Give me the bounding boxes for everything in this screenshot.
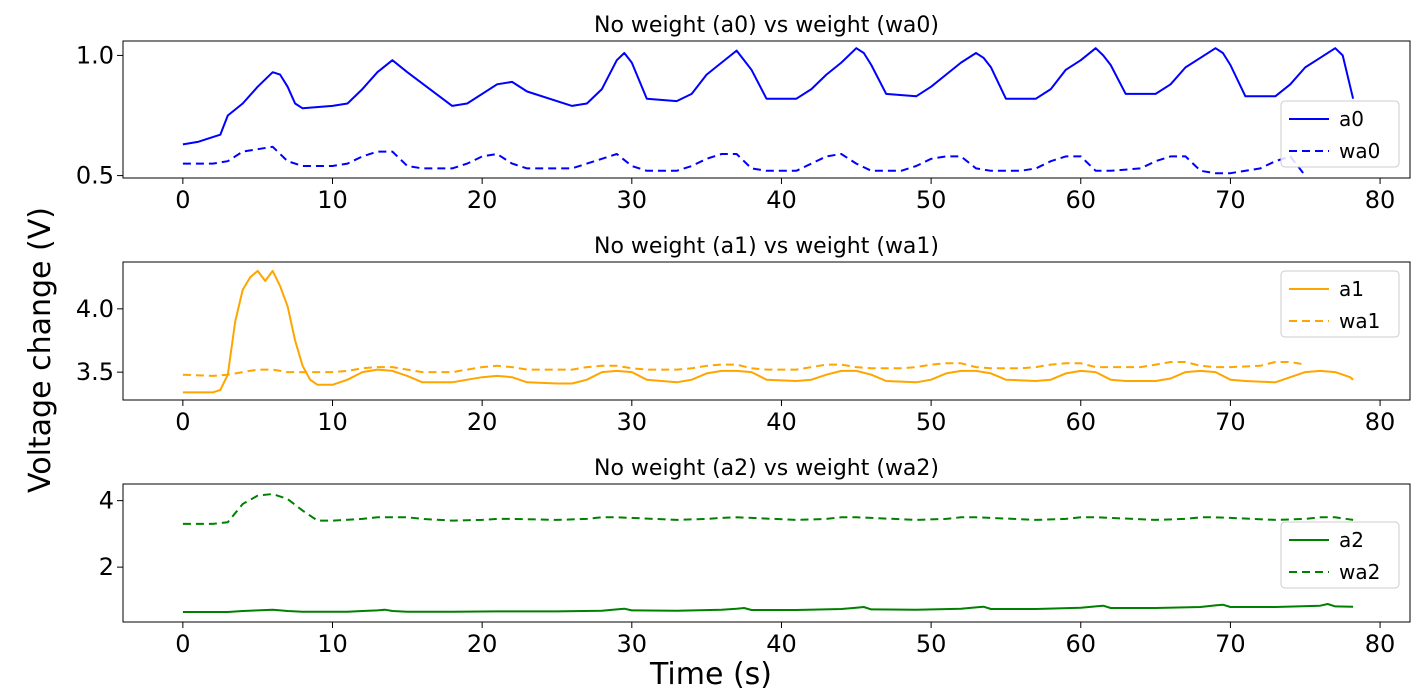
panel-title: No weight (a1) vs weight (wa1) <box>594 234 939 259</box>
x-tick-label: 30 <box>617 630 648 658</box>
panel-title: No weight (a2) vs weight (wa2) <box>594 456 939 481</box>
legend-box <box>1280 521 1400 589</box>
y-tick-label: 4.0 <box>76 295 114 323</box>
x-tick-label: 30 <box>617 186 648 214</box>
legend-label-a1: a1 <box>1339 277 1364 301</box>
axes-frame <box>122 261 1411 401</box>
x-tick-label: 60 <box>1065 186 1096 214</box>
y-tick-label: 2 <box>99 553 114 581</box>
panel-title: No weight (a0) vs weight (wa0) <box>594 13 939 38</box>
axes-frame <box>122 40 1411 179</box>
x-tick-label: 20 <box>467 630 498 658</box>
series-line-wa2 <box>182 493 1354 525</box>
x-tick-label: 70 <box>1215 630 1246 658</box>
x-tick-label: 20 <box>467 186 498 214</box>
x-tick-label: 10 <box>317 630 348 658</box>
x-tick-label: 70 <box>1215 186 1246 214</box>
y-tick-label: 0.5 <box>76 162 114 190</box>
panel-0: No weight (a0) vs weight (wa0) 0 10 20 30 40 5… <box>76 13 1411 214</box>
x-tick-label: 40 <box>766 186 797 214</box>
x-tick-label: 0 <box>175 186 190 214</box>
legend-label-wa0: wa0 <box>1339 139 1380 163</box>
legend-label-a0: a0 <box>1339 107 1364 131</box>
panel-1: No weight (a1) vs weight (wa1) 0 10 20 30 40 5… <box>76 234 1411 436</box>
y-tick-label: 4 <box>99 487 114 515</box>
y-tick-label: 3.5 <box>76 358 114 386</box>
legend-label-wa2: wa2 <box>1339 560 1380 584</box>
y-tick-label: 1.0 <box>76 41 114 69</box>
x-tick-label: 60 <box>1065 630 1096 658</box>
x-axis-label: Time (s) <box>649 657 772 692</box>
x-tick-label: 50 <box>916 408 947 436</box>
x-tick-label: 80 <box>1365 186 1396 214</box>
x-tick-label: 40 <box>766 630 797 658</box>
x-tick-label: 50 <box>916 186 947 214</box>
x-tick-label: 30 <box>617 408 648 436</box>
legend-box <box>1280 100 1400 168</box>
panel-2: No weight (a2) vs weight (wa2) 0 10 20 30 40 5… <box>99 456 1411 658</box>
x-tick-label: 50 <box>916 630 947 658</box>
x-tick-label: 80 <box>1365 408 1396 436</box>
x-tick-label: 80 <box>1365 630 1396 658</box>
series-line-a0 <box>182 47 1355 146</box>
x-tick-label: 20 <box>467 408 498 436</box>
axes-frame <box>122 483 1411 623</box>
x-tick-label: 0 <box>175 630 190 658</box>
legend-label-a2: a2 <box>1339 528 1364 552</box>
series-line-a1 <box>182 269 1354 394</box>
y-axis-label: Voltage change (V) <box>23 207 58 493</box>
x-tick-label: 60 <box>1065 408 1096 436</box>
series-line-a2 <box>182 603 1354 613</box>
x-tick-label: 70 <box>1215 408 1246 436</box>
series-line-wa1 <box>182 361 1306 377</box>
legend-label-wa1: wa1 <box>1339 309 1380 333</box>
x-tick-label: 40 <box>766 408 797 436</box>
x-tick-label: 10 <box>317 408 348 436</box>
series-line-wa0 <box>182 145 1306 177</box>
x-tick-label: 10 <box>317 186 348 214</box>
legend-box <box>1280 270 1400 338</box>
x-tick-label: 0 <box>175 408 190 436</box>
